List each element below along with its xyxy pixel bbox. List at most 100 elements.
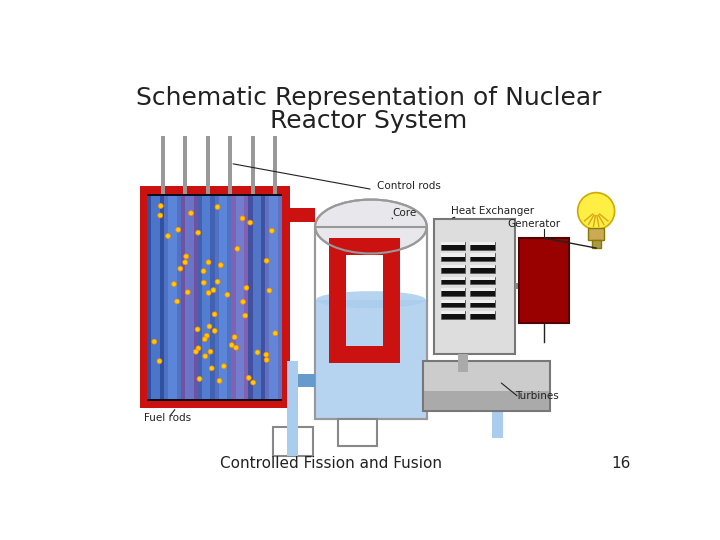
Circle shape — [201, 269, 206, 274]
Bar — [329, 238, 400, 255]
Bar — [470, 253, 495, 256]
Circle shape — [185, 290, 190, 295]
Bar — [457, 361, 468, 372]
Circle shape — [166, 234, 171, 239]
Circle shape — [215, 279, 220, 284]
Circle shape — [218, 262, 223, 268]
Circle shape — [208, 349, 213, 354]
Bar — [470, 265, 495, 268]
Bar — [202, 195, 210, 399]
Circle shape — [206, 260, 211, 265]
Circle shape — [243, 313, 248, 318]
Circle shape — [212, 328, 217, 333]
Circle shape — [194, 349, 199, 354]
Circle shape — [235, 246, 240, 251]
Bar — [441, 242, 465, 245]
Circle shape — [233, 345, 238, 350]
Bar — [441, 253, 465, 261]
Bar — [470, 276, 495, 280]
Bar — [168, 195, 176, 399]
Bar — [184, 137, 187, 194]
Bar — [315, 226, 427, 419]
Circle shape — [255, 350, 260, 355]
Bar — [441, 276, 465, 284]
Circle shape — [221, 364, 226, 369]
Bar — [338, 419, 377, 446]
Bar — [516, 283, 550, 289]
Bar — [231, 195, 248, 399]
Circle shape — [267, 288, 272, 293]
Bar — [470, 253, 495, 261]
Circle shape — [171, 282, 176, 287]
Bar — [470, 288, 495, 296]
Bar — [588, 228, 604, 240]
Bar — [441, 253, 465, 256]
Text: Control rods: Control rods — [377, 181, 441, 192]
Text: Reactor System: Reactor System — [271, 110, 467, 133]
Text: Core: Core — [392, 208, 416, 218]
Bar — [316, 300, 426, 419]
Circle shape — [217, 379, 222, 383]
Bar — [441, 265, 465, 268]
Bar — [470, 242, 495, 245]
Bar — [441, 300, 465, 307]
Circle shape — [240, 216, 245, 221]
Text: Fuel rods: Fuel rods — [144, 413, 192, 422]
Circle shape — [264, 258, 269, 263]
Bar — [206, 137, 210, 194]
Circle shape — [248, 220, 253, 225]
Bar — [434, 219, 516, 354]
Circle shape — [175, 299, 179, 304]
Circle shape — [152, 339, 157, 344]
Text: Schematic Representation of Nuclear: Schematic Representation of Nuclear — [136, 86, 602, 110]
Circle shape — [244, 285, 249, 291]
Bar — [441, 300, 465, 303]
Circle shape — [202, 336, 207, 342]
Circle shape — [207, 324, 212, 329]
Ellipse shape — [316, 291, 426, 308]
Bar — [470, 242, 495, 249]
Circle shape — [273, 331, 278, 336]
Circle shape — [206, 291, 211, 295]
Bar — [181, 195, 198, 399]
Circle shape — [577, 193, 615, 230]
Text: Turbines: Turbines — [516, 391, 559, 401]
Bar — [235, 195, 244, 399]
Bar — [427, 377, 504, 387]
Bar — [441, 311, 465, 319]
Circle shape — [195, 327, 200, 332]
Circle shape — [246, 375, 251, 380]
Circle shape — [240, 299, 246, 304]
Circle shape — [251, 380, 256, 385]
Circle shape — [215, 205, 220, 210]
Bar — [470, 288, 495, 291]
Circle shape — [158, 204, 163, 208]
Circle shape — [189, 211, 194, 215]
Circle shape — [196, 230, 201, 235]
Bar — [441, 242, 465, 249]
Bar — [315, 226, 427, 419]
Bar — [470, 276, 495, 284]
Bar — [441, 265, 465, 273]
Circle shape — [204, 333, 210, 338]
Bar — [329, 313, 346, 362]
Bar — [164, 195, 181, 399]
Text: Heat Exchanger: Heat Exchanger — [451, 206, 534, 215]
Circle shape — [225, 292, 230, 297]
Bar — [148, 194, 282, 401]
Text: 16: 16 — [611, 456, 631, 471]
Circle shape — [232, 335, 237, 340]
Bar — [161, 137, 165, 194]
Bar — [383, 238, 400, 346]
Bar — [470, 300, 495, 307]
Bar — [441, 288, 465, 291]
Bar — [248, 195, 265, 399]
Circle shape — [210, 366, 215, 371]
Bar — [470, 311, 495, 314]
Bar — [457, 354, 468, 361]
Bar — [185, 195, 194, 399]
Bar — [273, 427, 312, 456]
Bar — [265, 195, 282, 399]
Bar — [423, 361, 550, 411]
Bar — [329, 346, 400, 362]
